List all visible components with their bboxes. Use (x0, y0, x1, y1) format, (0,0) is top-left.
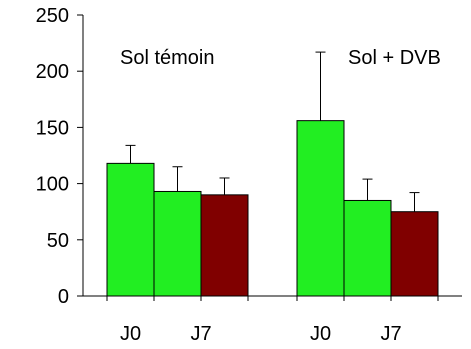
category-label: J7 (190, 323, 211, 345)
y-axis: 0 50 100 150 200 250 (36, 5, 84, 308)
y-tick-label: 0 (58, 286, 69, 308)
bars (106, 51, 439, 297)
bar (106, 162, 155, 297)
category-label: J7 (380, 323, 401, 345)
bar (343, 199, 392, 297)
y-tick-label: 250 (36, 5, 69, 27)
y-tick-label: 150 (36, 117, 69, 139)
bar (153, 190, 202, 297)
labels: Sol témoin Sol + DVB J0 J7 J0 J7 (120, 47, 441, 345)
bar (390, 211, 439, 297)
y-tick-label: 50 (47, 230, 69, 252)
group-label: Sol témoin (120, 47, 215, 69)
y-tick-label: 200 (36, 61, 69, 83)
group-label: Sol + DVB (348, 47, 441, 69)
x-axis (83, 295, 462, 301)
bar (296, 120, 345, 297)
y-tick-label: 100 (36, 174, 69, 196)
category-label: J0 (120, 323, 141, 345)
bar (200, 194, 249, 297)
category-label: J0 (310, 323, 331, 345)
